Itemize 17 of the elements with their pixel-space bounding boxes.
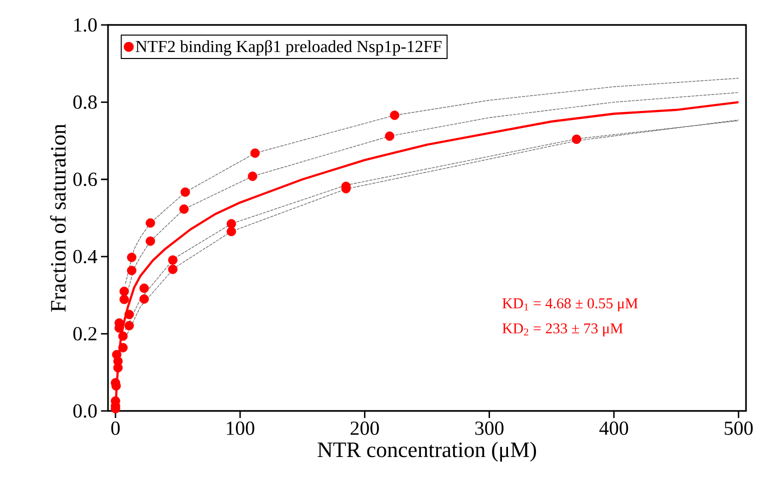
x-tick-label: 500: [724, 422, 753, 435]
x-tick-label: 0: [111, 422, 120, 435]
y-axis-title: Fraction of saturation: [50, 124, 66, 312]
y-tick-label: 0.0: [73, 404, 97, 418]
y-tick-label: 0.2: [73, 327, 96, 341]
x-tick-label: 200: [350, 422, 379, 435]
y-tick-label: 0.8: [73, 95, 97, 109]
y-tick-label: 0.4: [73, 250, 98, 264]
x-tick-label: 400: [599, 422, 628, 435]
annotation: KD$_{1}$ = 4.68 ± 0.55 μM: [502, 298, 638, 312]
x-tick-label: 300: [475, 422, 504, 435]
y-tick-label: 0.6: [73, 172, 97, 186]
x-axis-title: NTR concentration (μM): [318, 442, 536, 462]
annotation: KD$_{2}$ = 233 ± 73 μM: [502, 323, 623, 336]
x-tick-label: 100: [226, 422, 254, 435]
y-tick-label: 1.0: [74, 18, 97, 32]
legend-label: NTF2 binding Kapβ1 preloaded Nsp1p-12FF: [136, 40, 442, 56]
